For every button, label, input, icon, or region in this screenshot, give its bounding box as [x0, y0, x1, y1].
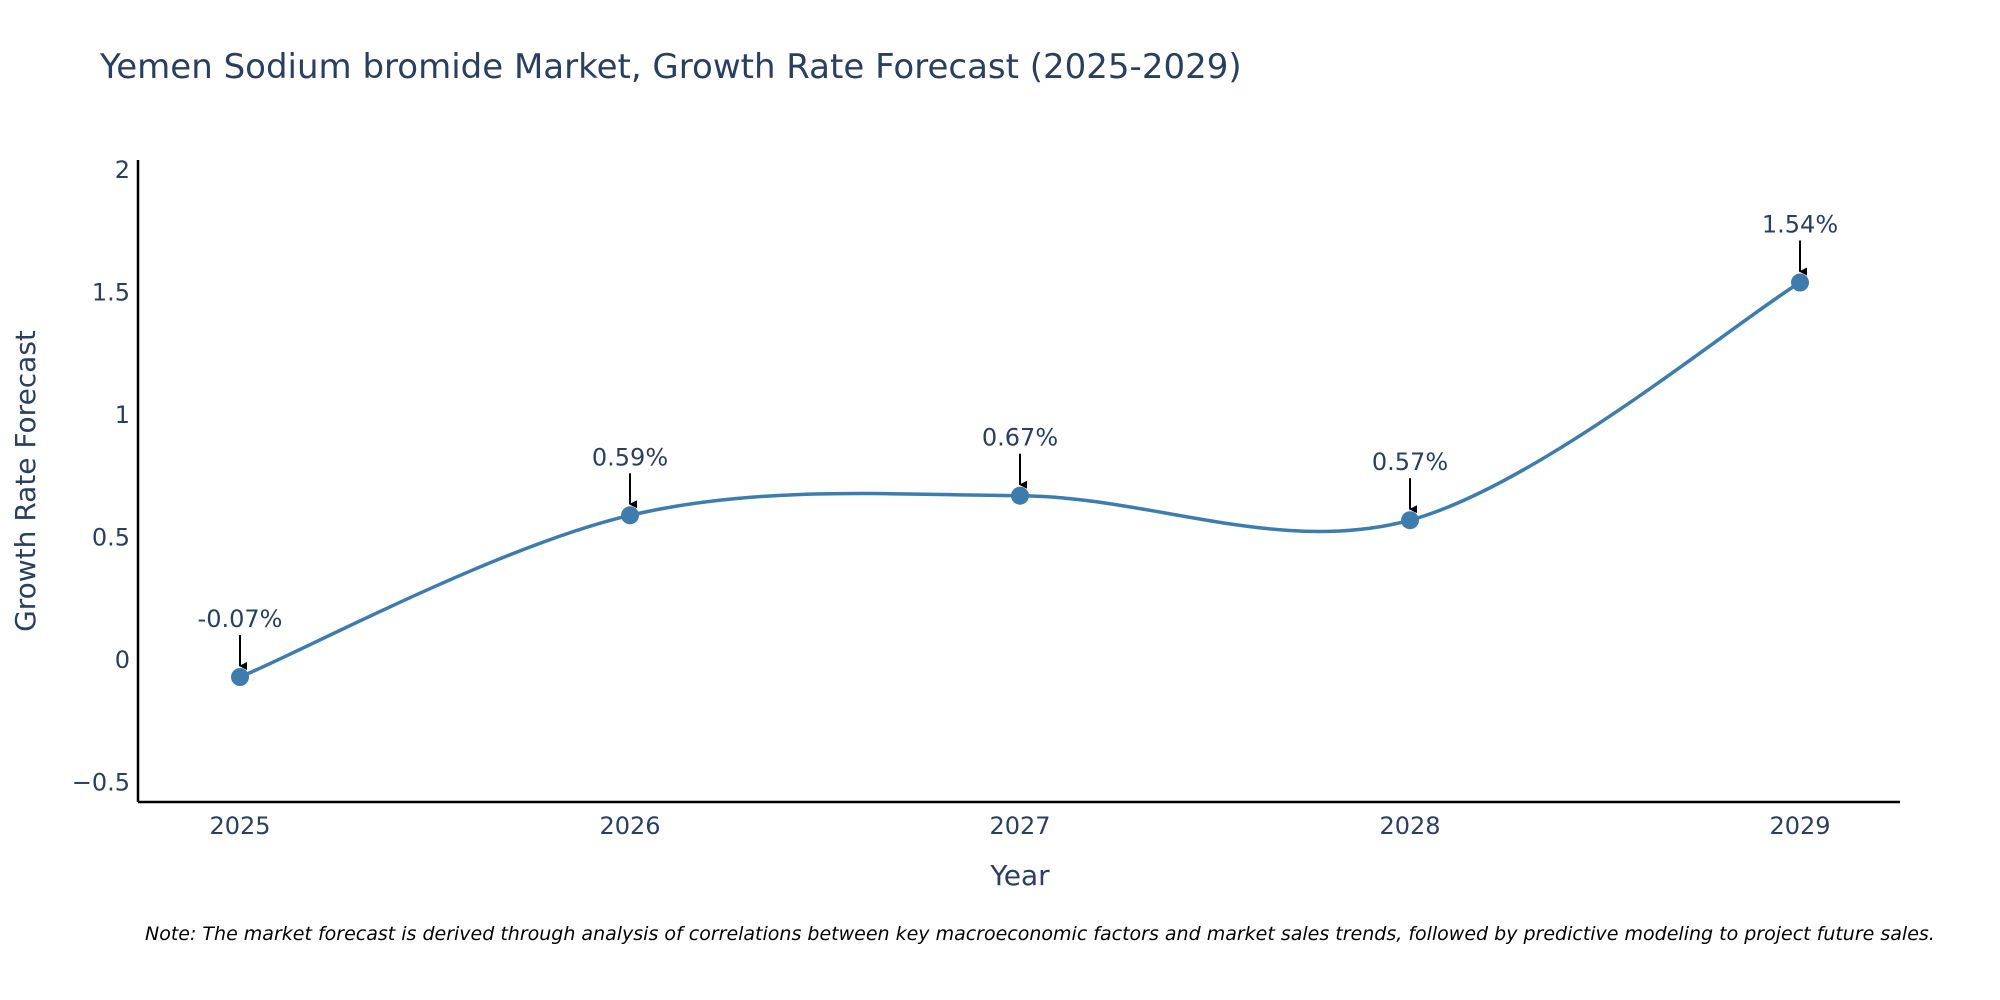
data-point-2025: [231, 668, 249, 687]
y-tick-label: 1: [115, 401, 130, 429]
series-markers: [231, 273, 1809, 687]
footnote: Note: The market forecast is derived thr…: [145, 923, 1935, 945]
y-axis-ticks: −0.5 0 0.5 1 1.5 2: [72, 156, 130, 797]
data-point-2027: [1011, 486, 1029, 505]
annotation-label: 0.59%: [592, 443, 668, 471]
x-tick-label: 2028: [1379, 812, 1440, 840]
x-axis-ticks: 2025 2026 2027 2028 2029: [209, 812, 1830, 840]
x-tick-label: 2026: [599, 812, 660, 840]
data-annotations: -0.07% 0.59% 0.67% 0.57% 1.54%: [198, 211, 1838, 671]
y-tick-label: 0.5: [92, 523, 130, 551]
chart-title: Yemen Sodium bromide Market, Growth Rate…: [99, 47, 1242, 87]
annotation-label: -0.07%: [198, 605, 283, 633]
x-tick-label: 2025: [209, 812, 270, 840]
y-tick-label: 1.5: [92, 278, 130, 306]
y-tick-label: −0.5: [72, 768, 130, 796]
y-tick-label: 2: [115, 156, 130, 184]
data-point-2026: [621, 506, 639, 525]
annotation-label: 1.54%: [1762, 211, 1838, 239]
x-tick-label: 2029: [1769, 812, 1830, 840]
data-point-2029: [1791, 273, 1809, 292]
annotation-label: 0.67%: [982, 424, 1058, 452]
y-axis-title: Growth Rate Forecast: [9, 330, 42, 632]
annotation-label: 0.57%: [1372, 448, 1448, 476]
y-tick-label: 0: [115, 646, 130, 674]
data-point-2028: [1401, 511, 1419, 530]
x-tick-label: 2027: [989, 812, 1050, 840]
x-axis-title: Year: [989, 859, 1050, 892]
